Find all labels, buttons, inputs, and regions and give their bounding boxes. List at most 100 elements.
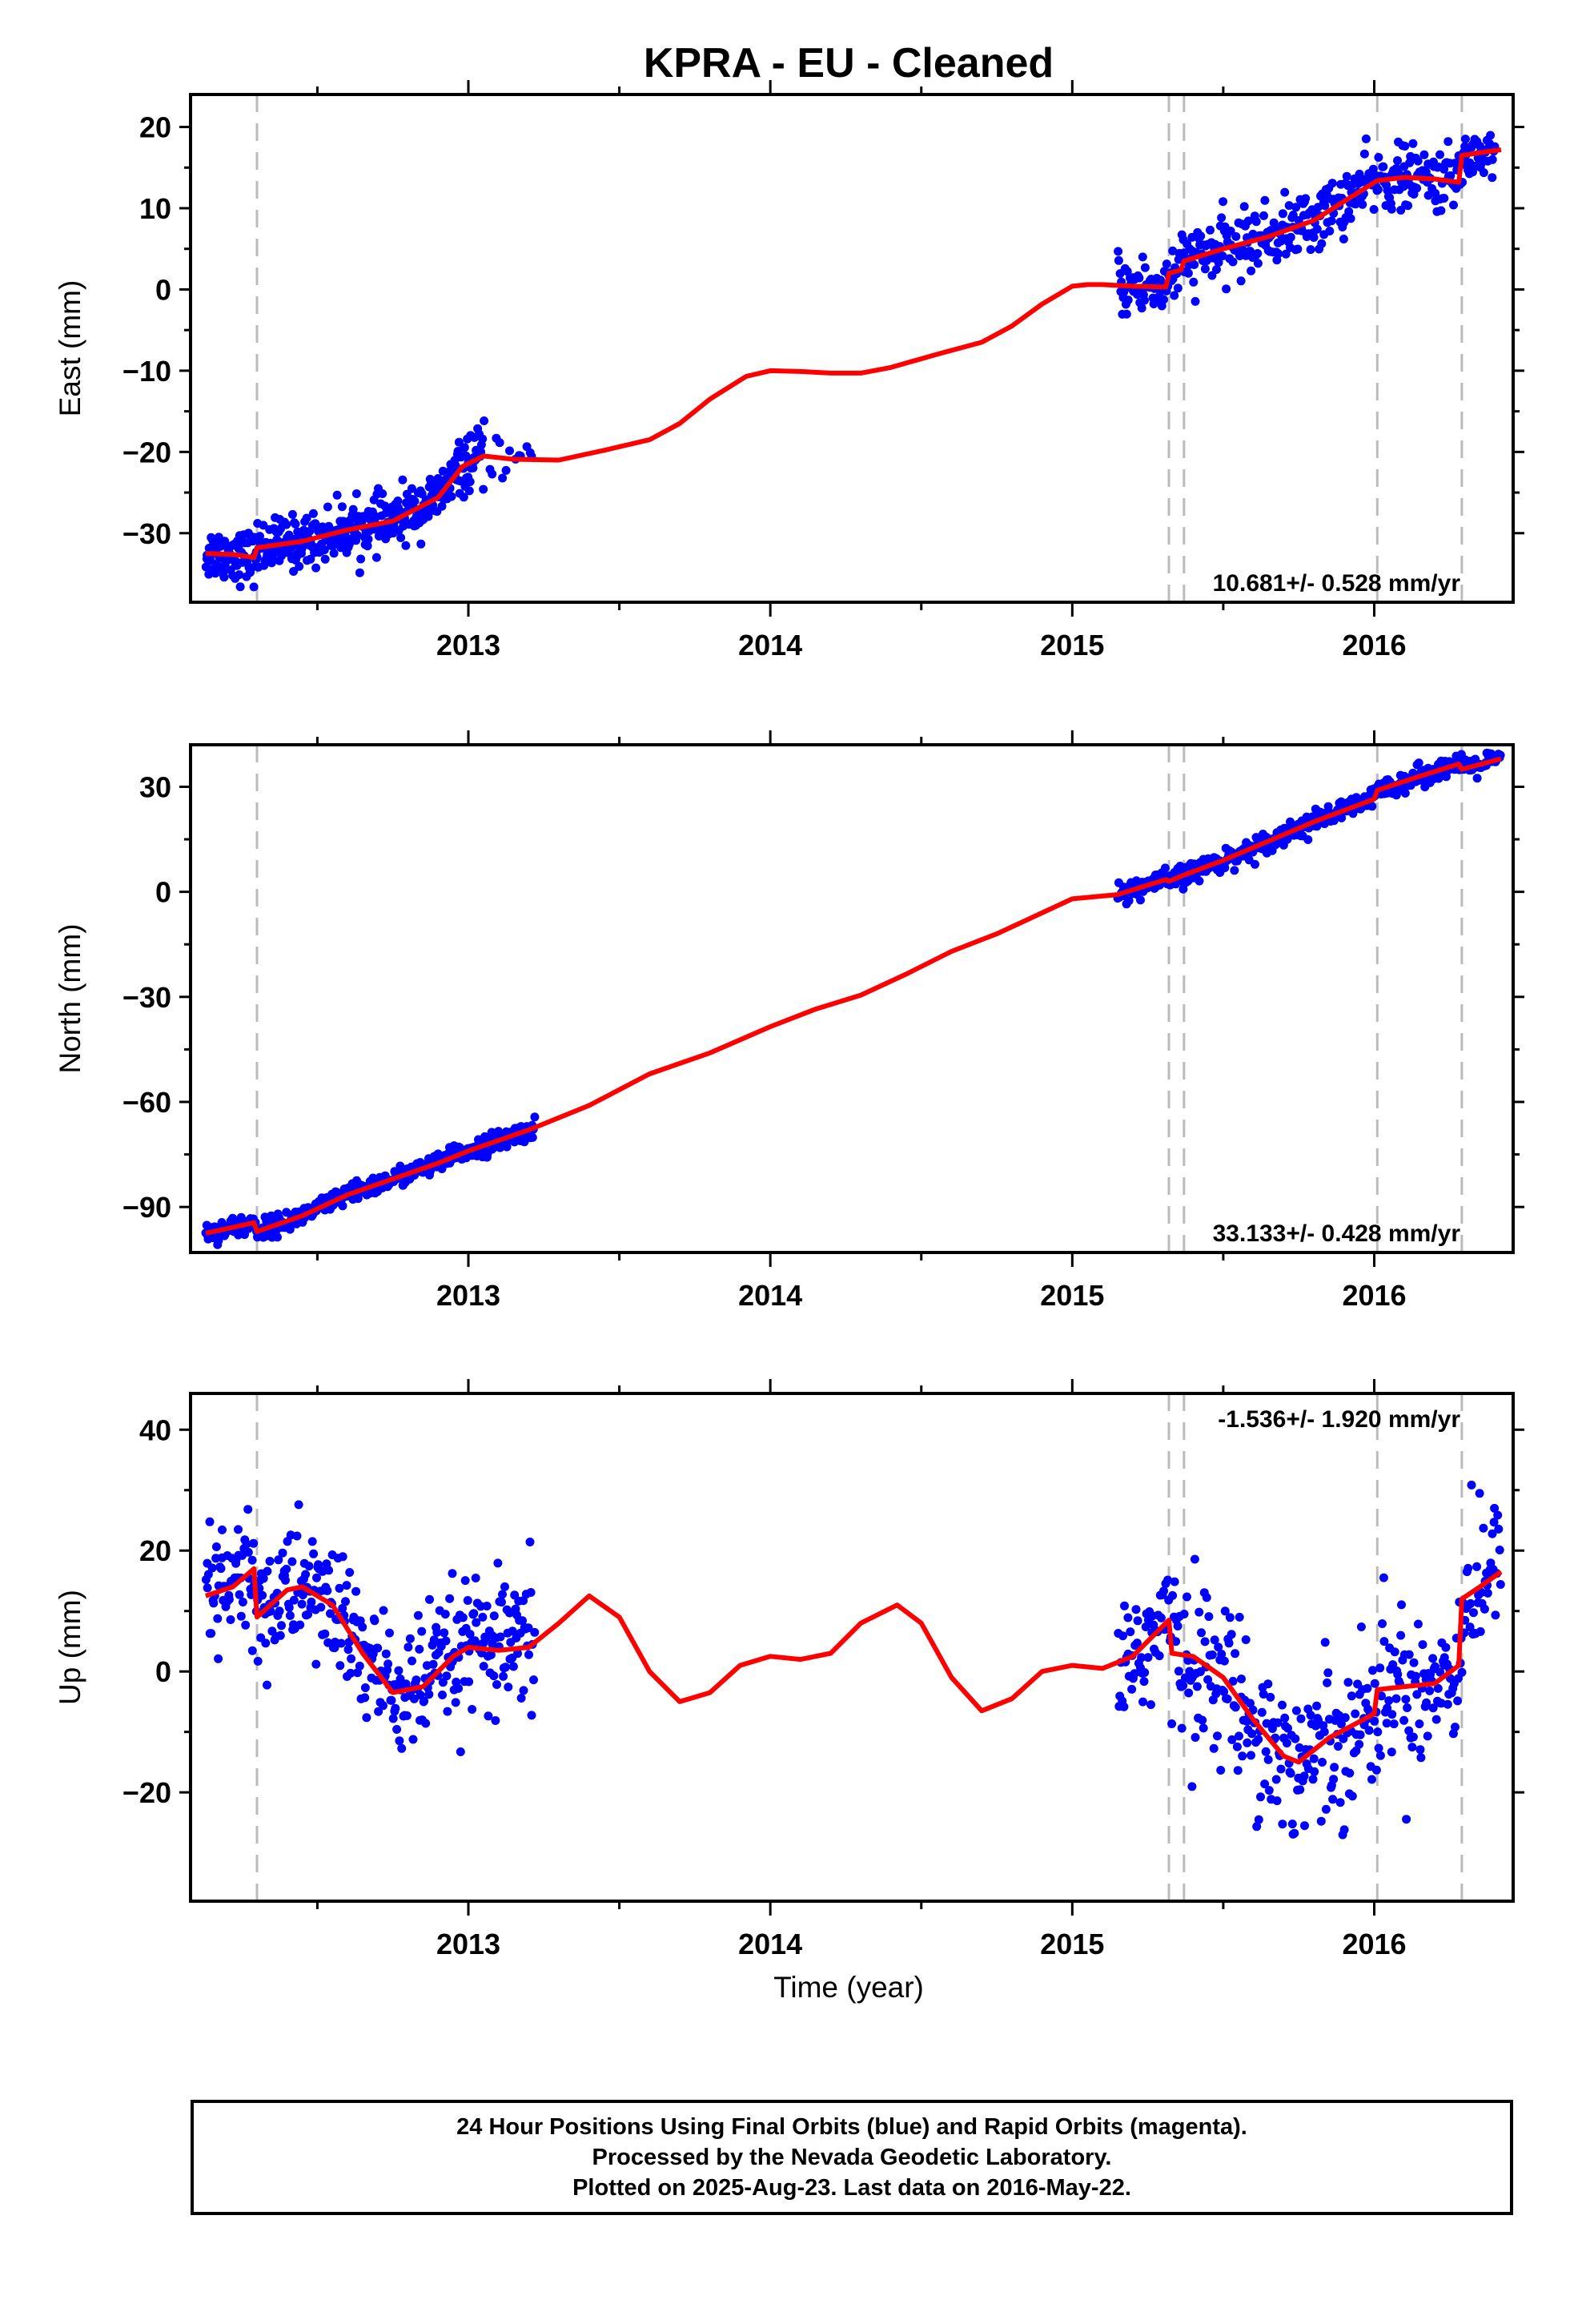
north-data-point — [1136, 895, 1145, 905]
up-data-point — [265, 1557, 275, 1566]
north-data-point — [528, 1132, 537, 1142]
up-data-point — [402, 1711, 412, 1720]
up-data-point — [205, 1517, 215, 1526]
up-data-point — [1190, 1554, 1199, 1564]
up-data-point — [1272, 1796, 1282, 1806]
up-data-point — [373, 1643, 383, 1653]
east-data-point — [1284, 201, 1294, 211]
up-data-point — [492, 1680, 501, 1689]
east-data-point — [289, 567, 299, 576]
east-data-point — [1373, 185, 1383, 195]
east-data-point — [505, 446, 514, 456]
up-data-point — [1384, 1696, 1394, 1706]
up-data-point — [1476, 1626, 1485, 1636]
up-data-point — [1489, 1518, 1499, 1527]
up-data-point — [1204, 1612, 1214, 1622]
north-data-point — [1472, 774, 1482, 783]
up-data-point — [1356, 1622, 1366, 1631]
up-data-point — [335, 1583, 344, 1593]
north-data-point — [1124, 896, 1134, 906]
up-data-point — [1238, 1751, 1247, 1761]
up-data-point — [1415, 1745, 1425, 1755]
up-data-point — [1443, 1699, 1452, 1709]
up-data-point — [261, 1638, 271, 1648]
east-data-point — [1168, 246, 1178, 255]
east-data-point — [302, 513, 311, 523]
up-data-point — [1261, 1747, 1271, 1756]
up-data-point — [294, 1500, 303, 1510]
up-data-point — [1286, 1768, 1295, 1778]
up-data-point — [1409, 1658, 1419, 1667]
up-data-point — [1227, 1735, 1237, 1744]
up-data-point — [1367, 1775, 1376, 1784]
up-data-point — [1159, 1586, 1168, 1596]
east-data-point — [1251, 217, 1261, 227]
east-data-point — [235, 570, 244, 580]
east-data-point — [1423, 191, 1433, 200]
east-data-point — [337, 502, 347, 512]
up-data-point — [209, 1598, 219, 1608]
up-data-point — [527, 1711, 536, 1720]
up-data-point — [1262, 1719, 1271, 1728]
up-data-point — [274, 1555, 283, 1565]
east-data-point — [1306, 245, 1315, 255]
up-data-point — [379, 1701, 387, 1711]
up-data-points — [201, 1480, 1505, 1839]
up-data-point — [438, 1678, 448, 1687]
up-data-point — [238, 1598, 247, 1606]
up-data-point — [353, 1668, 362, 1678]
up-data-point — [320, 1629, 330, 1638]
up-data-point — [491, 1716, 500, 1725]
up-data-point — [1127, 1684, 1137, 1694]
up-data-point — [1192, 1682, 1202, 1691]
up-data-point — [289, 1595, 299, 1605]
east-data-point — [1217, 213, 1227, 223]
east-data-point — [356, 554, 366, 564]
east-data-point — [308, 509, 318, 518]
east-data-point — [460, 443, 469, 452]
east-data-point — [1231, 231, 1241, 241]
east-data-point — [478, 434, 488, 444]
up-data-point — [1435, 1667, 1445, 1677]
up-data-point — [258, 1590, 267, 1600]
up-data-point — [1132, 1638, 1142, 1648]
up-data-point — [1347, 1791, 1357, 1801]
north-data-point — [1414, 758, 1423, 768]
east-data-point — [501, 465, 511, 475]
up-data-point — [1396, 1630, 1406, 1640]
up-data-point — [1457, 1667, 1467, 1677]
up-data-point — [1120, 1601, 1129, 1610]
up-data-point — [1413, 1619, 1423, 1629]
up-data-point — [309, 1549, 319, 1558]
up-data-point — [504, 1683, 513, 1692]
north-xtick-label: 2014 — [738, 1279, 802, 1312]
up-data-point — [1428, 1703, 1438, 1713]
up-data-point — [1287, 1819, 1297, 1829]
up-data-point — [278, 1548, 287, 1558]
east-data-point — [1214, 258, 1223, 267]
up-data-point — [524, 1623, 533, 1633]
up-data-point — [1493, 1510, 1503, 1520]
up-data-point — [420, 1696, 429, 1706]
east-data-point — [451, 461, 460, 471]
east-ytick-label: −20 — [122, 436, 171, 468]
up-data-point — [1247, 1729, 1257, 1739]
east-data-point — [495, 438, 504, 448]
north-data-point — [1251, 859, 1259, 869]
up-data-point — [253, 1656, 263, 1666]
up-data-point — [1408, 1732, 1418, 1742]
up-data-point — [412, 1675, 421, 1685]
east-data-point — [438, 466, 448, 476]
up-data-point — [1364, 1726, 1374, 1735]
east-data-point — [401, 541, 411, 550]
up-data-point — [1252, 1822, 1262, 1831]
east-data-point — [1190, 260, 1199, 269]
up-ytick-label: 40 — [139, 1413, 171, 1446]
up-data-point — [1173, 1622, 1182, 1630]
up-data-point — [1308, 1775, 1318, 1784]
up-data-point — [203, 1583, 212, 1593]
up-data-point — [1343, 1678, 1353, 1687]
up-data-point — [1495, 1546, 1504, 1554]
east-data-point — [1243, 216, 1253, 226]
east-data-point — [1196, 231, 1206, 241]
